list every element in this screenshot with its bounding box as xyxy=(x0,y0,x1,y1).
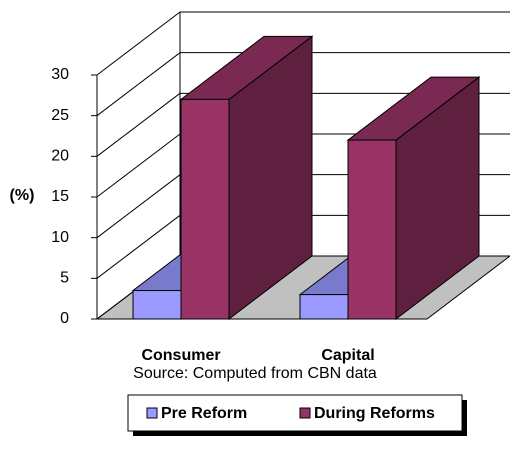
y-tick-label: 0 xyxy=(60,310,69,327)
source-note: Source: Computed from CBN data xyxy=(133,365,377,382)
grid-line xyxy=(96,214,181,279)
y-tick-label: 30 xyxy=(51,66,69,83)
grid-line xyxy=(96,133,181,198)
y-tick-label: 5 xyxy=(60,270,69,287)
y-tick-label: 10 xyxy=(51,229,69,246)
grid-line xyxy=(96,52,181,117)
grid-line xyxy=(96,11,181,76)
y-tick-label: 20 xyxy=(51,148,69,165)
legend-swatch xyxy=(146,407,158,419)
y-tick-label: 15 xyxy=(51,188,69,205)
bar-front xyxy=(180,98,230,320)
legend-label: Pre Reform xyxy=(161,405,247,422)
grid-line xyxy=(96,174,181,239)
x-tick-label: Consumer xyxy=(141,347,220,364)
legend-label: During Reforms xyxy=(314,405,435,422)
y-tick-label: 25 xyxy=(51,107,69,124)
x-tick-label: Capital xyxy=(321,347,374,364)
y-axis-label: (%) xyxy=(10,187,35,204)
bar-front xyxy=(132,290,182,320)
bar xyxy=(179,35,314,321)
legend-box xyxy=(127,394,463,432)
legend-swatch xyxy=(299,407,311,419)
bar-front xyxy=(299,294,349,320)
grid-line xyxy=(96,92,181,157)
bar xyxy=(346,76,481,321)
bar-front xyxy=(347,139,397,320)
